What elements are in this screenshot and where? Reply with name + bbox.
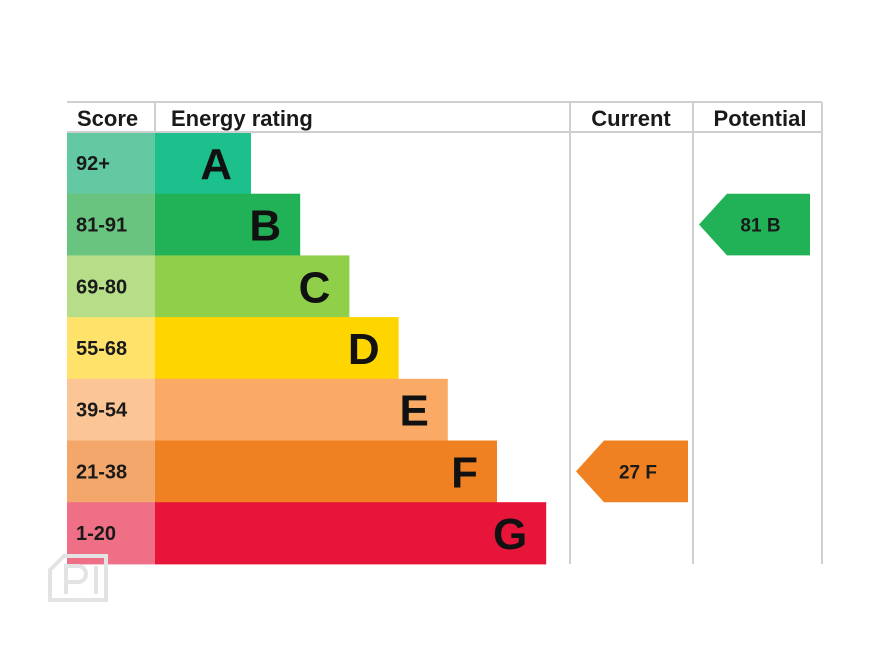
score-label-e: 39-54 [76,400,128,422]
potential-arrow [699,193,810,256]
band-bar-c [155,255,350,318]
current-arrow [576,440,688,503]
band-bar-g [155,502,547,565]
band-letter-b: B [249,202,281,251]
band-letter-f: F [451,448,478,497]
band-bar-e [155,378,448,441]
score-label-a: 92+ [76,153,110,175]
band-bar-b [155,193,301,256]
score-label-c: 69-80 [76,276,127,298]
band-bar-d [155,317,399,380]
rating-arrows: 27 F 81 B [576,193,810,503]
band-bar-a [155,132,251,195]
score-cell-a [67,132,155,195]
header-current: Current [591,106,671,131]
score-label-f: 21-38 [76,461,127,483]
score-cell-b [67,193,155,256]
band-letter-c: C [299,263,331,312]
header-score: Score [77,106,138,131]
score-label-d: 55-68 [76,338,127,360]
score-cell-c [67,255,155,318]
score-cell-d [67,317,155,380]
score-label-g: 1-20 [76,523,116,545]
header-potential: Potential [714,106,807,131]
score-cell-e [67,378,155,441]
header-energy-rating: Energy rating [171,106,313,131]
score-label-b: 81-91 [76,215,127,237]
potential-arrow-label: 81 B [740,216,780,237]
watermark-logo-icon [48,554,108,602]
score-cell-f [67,440,155,503]
current-arrow-label: 27 F [619,462,657,483]
band-letter-a: A [200,140,232,189]
rating-bands: 92+ A 81-91 B 69-80 C 55-68 D 39-54 E 21-38 F 1-20 G [67,132,547,565]
band-letter-d: D [348,325,380,374]
band-bar-f [155,440,497,503]
band-letter-e: E [399,387,428,436]
band-letter-g: G [493,510,527,559]
